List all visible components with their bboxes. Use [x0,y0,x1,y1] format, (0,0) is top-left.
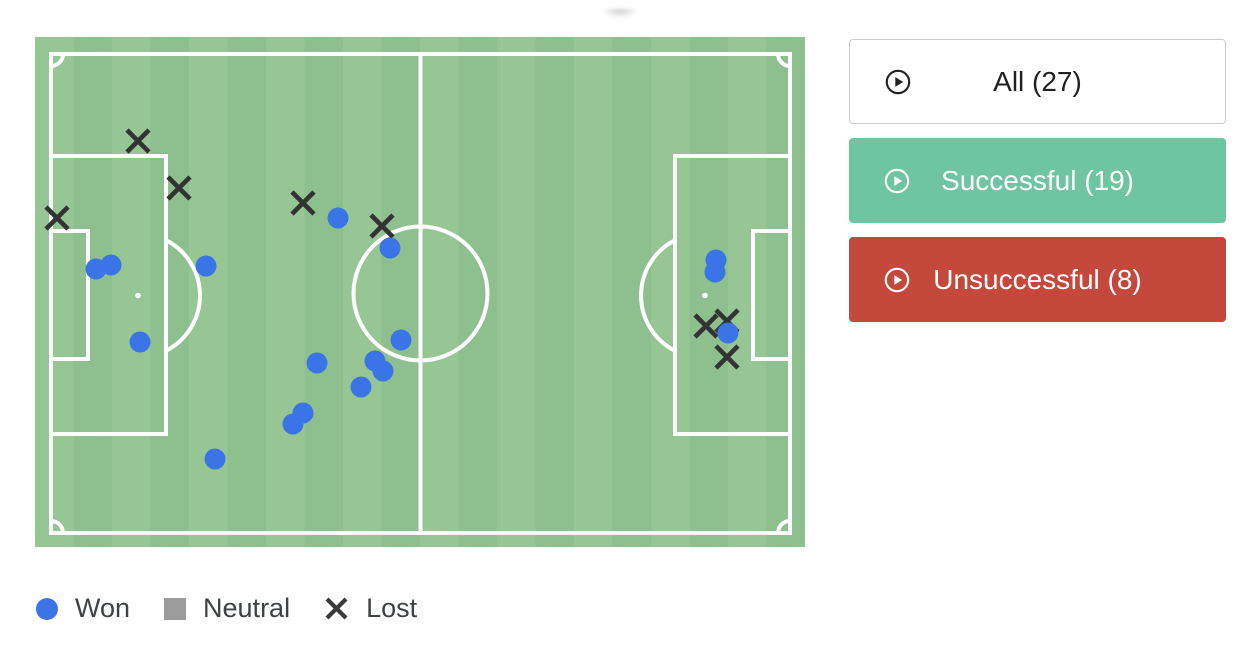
filter-successful-label: Successful (19) [941,164,1134,196]
pitch-stripe [420,37,460,547]
penalty-spot-right [702,292,708,299]
goal-area-left [49,229,90,361]
pitch-stripe [150,37,190,547]
goal-area-right [751,229,792,361]
lost-marker[interactable] [290,190,316,216]
legend-item-neutral: Neutral [164,593,290,624]
won-marker[interactable] [372,360,394,382]
pitch-stripe [766,37,805,547]
pitch-stripe [728,37,768,547]
legend-label-won: Won [75,593,131,623]
pitch [35,37,805,547]
lost-marker-icon [325,597,348,620]
pitch-stripe [651,37,691,547]
lost-marker[interactable] [125,128,151,154]
won-marker[interactable] [350,376,372,398]
lost-marker[interactable] [166,175,192,201]
pitch-stripe [304,37,344,547]
pitch-lines [49,52,792,535]
pitch-stripe [35,37,75,547]
tooltip-shadow [597,9,643,19]
corner-arc-top-right [776,53,791,68]
won-marker[interactable] [327,207,349,229]
pitch-stripe [612,37,652,547]
play-circle-icon [883,167,911,195]
lost-marker[interactable] [714,344,740,370]
legend-label-lost: Lost [366,593,418,623]
legend: Won Neutral Lost [36,593,417,624]
corner-arc-top-left [50,53,65,68]
won-marker-icon [36,597,58,620]
lost-marker[interactable] [44,205,70,231]
filter-successful-button[interactable]: Successful (19) [849,138,1226,223]
penalty-spot-left [135,292,141,299]
won-marker[interactable] [292,402,314,424]
pitch-stripe [266,37,306,547]
corner-arc-bottom-right [776,519,791,534]
pitch-stripe [343,37,383,547]
won-markers-layer [85,207,739,470]
won-marker[interactable] [379,237,401,259]
pitch-stripe [458,37,498,547]
won-marker[interactable] [100,254,122,276]
corner-arc-bottom-left [50,519,65,534]
lost-marker[interactable] [693,313,719,339]
won-marker[interactable] [306,352,328,374]
legend-label-neutral: Neutral [203,593,291,623]
neutral-marker-icon [164,597,187,620]
filter-panel: All (27) Successful (19) Unsuccessful (8… [849,39,1226,322]
won-marker[interactable] [129,331,151,353]
penalty-arc-left [165,238,202,353]
pitch-stripe [497,37,537,547]
legend-item-lost: Lost [324,593,417,624]
won-marker[interactable] [704,261,726,283]
filter-unsuccessful-label: Unsuccessful (8) [933,263,1142,295]
legend-item-won: Won [36,593,130,624]
play-circle-icon [883,266,911,294]
lost-marker[interactable] [369,213,395,239]
won-marker[interactable] [195,255,217,277]
pitch-stripe [73,37,113,547]
won-marker[interactable] [717,322,739,344]
pitch-stripe [112,37,152,547]
won-marker[interactable] [204,448,226,470]
pitch-stripe [574,37,614,547]
pitch-stripe [535,37,575,547]
play-circle-icon [884,68,912,96]
filter-all-label: All (27) [993,65,1082,97]
center-circle [351,224,490,363]
pitch-stripe [227,37,267,547]
won-marker[interactable] [390,329,412,351]
penalty-arc-right [639,238,676,353]
pitch-stripe [381,37,421,547]
filter-all-button[interactable]: All (27) [849,39,1226,124]
pitch-stripe [189,37,229,547]
pitch-stripe [689,37,729,547]
filter-unsuccessful-button[interactable]: Unsuccessful (8) [849,237,1226,322]
